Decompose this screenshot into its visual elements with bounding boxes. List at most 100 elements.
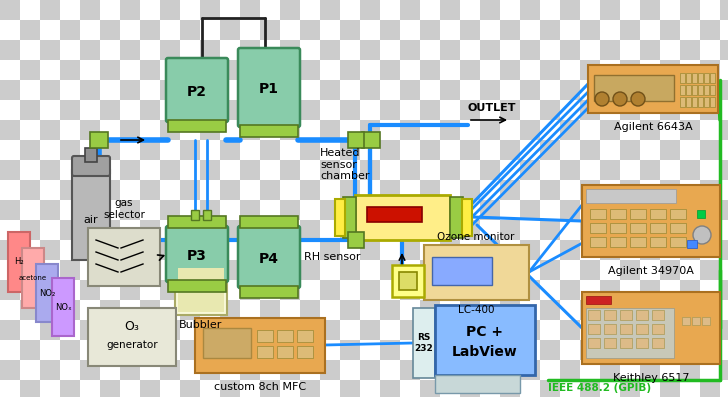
Bar: [220, 200, 240, 220]
Text: P4: P4: [259, 252, 279, 266]
Bar: [720, 340, 728, 360]
Bar: [640, 200, 660, 220]
Bar: [620, 320, 640, 340]
Bar: [400, 200, 420, 220]
Bar: [120, 180, 140, 200]
Bar: [680, 60, 700, 80]
Bar: [140, 20, 160, 40]
Bar: [686, 97, 691, 107]
Bar: [320, 340, 340, 360]
Bar: [620, 40, 640, 60]
Bar: [560, 160, 580, 180]
Bar: [60, 360, 80, 380]
Bar: [680, 220, 700, 240]
Bar: [320, 280, 340, 300]
Bar: [260, 280, 280, 300]
Bar: [260, 0, 280, 20]
Bar: [400, 40, 420, 60]
Ellipse shape: [693, 226, 711, 244]
Bar: [180, 0, 200, 20]
Bar: [588, 338, 600, 348]
Bar: [120, 300, 140, 320]
Bar: [460, 320, 480, 340]
Bar: [700, 200, 720, 220]
Bar: [640, 120, 660, 140]
Bar: [440, 300, 460, 320]
Bar: [60, 180, 80, 200]
Bar: [440, 200, 460, 220]
Bar: [40, 340, 60, 360]
Bar: [500, 80, 520, 100]
Bar: [680, 120, 700, 140]
Bar: [640, 220, 660, 240]
Bar: [400, 160, 420, 180]
Bar: [60, 100, 80, 120]
Bar: [340, 20, 360, 40]
Bar: [300, 20, 320, 40]
Bar: [540, 380, 560, 397]
Bar: [700, 140, 720, 160]
Bar: [420, 280, 440, 300]
Bar: [0, 180, 20, 200]
Bar: [660, 240, 680, 260]
Bar: [20, 40, 40, 60]
Bar: [590, 223, 606, 233]
Bar: [100, 380, 120, 397]
Text: air: air: [84, 215, 98, 225]
Bar: [240, 200, 260, 220]
Bar: [560, 0, 580, 20]
Bar: [620, 340, 640, 360]
Bar: [650, 237, 666, 247]
Bar: [160, 280, 180, 300]
Bar: [20, 220, 40, 240]
Bar: [680, 260, 700, 280]
Bar: [620, 324, 632, 334]
Bar: [700, 80, 720, 100]
Bar: [280, 220, 300, 240]
Bar: [200, 40, 220, 60]
Bar: [560, 320, 580, 340]
Bar: [680, 20, 700, 40]
Bar: [432, 257, 492, 285]
Text: Ozone monitor: Ozone monitor: [438, 232, 515, 242]
Bar: [540, 100, 560, 120]
Bar: [60, 60, 80, 80]
Bar: [0, 380, 20, 397]
Bar: [180, 320, 200, 340]
Bar: [500, 60, 520, 80]
Bar: [260, 380, 280, 397]
Bar: [300, 340, 320, 360]
Bar: [580, 280, 600, 300]
Bar: [480, 260, 500, 280]
Bar: [300, 180, 320, 200]
Bar: [400, 380, 420, 397]
Bar: [200, 80, 220, 100]
Bar: [320, 40, 340, 60]
Bar: [700, 180, 720, 200]
Bar: [80, 120, 100, 140]
Bar: [60, 340, 80, 360]
Bar: [636, 338, 648, 348]
Bar: [700, 320, 720, 340]
Bar: [360, 140, 380, 160]
Bar: [0, 280, 20, 300]
Bar: [40, 240, 60, 260]
Bar: [0, 140, 20, 160]
Bar: [120, 80, 140, 100]
Bar: [340, 360, 360, 380]
Bar: [630, 237, 646, 247]
Bar: [440, 340, 460, 360]
Bar: [0, 320, 20, 340]
Text: acetone: acetone: [19, 275, 47, 281]
Bar: [440, 240, 460, 260]
Bar: [600, 320, 620, 340]
Bar: [60, 280, 80, 300]
Bar: [520, 320, 540, 340]
Bar: [88, 308, 176, 366]
Bar: [240, 20, 260, 40]
Bar: [160, 160, 180, 180]
Bar: [692, 73, 697, 83]
Bar: [360, 80, 380, 100]
Bar: [360, 260, 380, 280]
Bar: [720, 360, 728, 380]
